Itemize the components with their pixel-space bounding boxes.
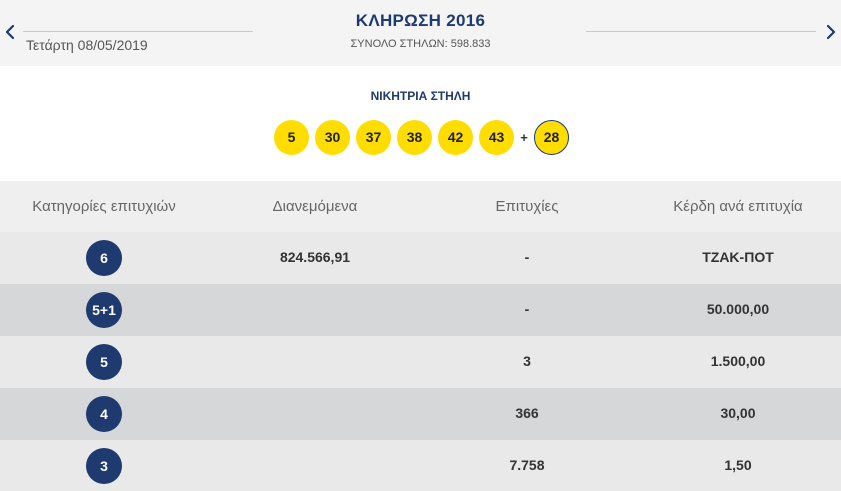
category-badge: 5 [86,344,122,380]
total-columns: ΣΥΝΟΛΟ ΣΤΗΛΩΝ: 598.833 [350,38,491,50]
draw-header: Τετάρτη 08/05/2019 ΚΛΗΡΩΣΗ 2016 ΣΥΝΟΛΟ Σ… [0,0,841,66]
header-distributed: Διανεμόμενα [272,198,358,215]
table-row: 5+1 - 50.000,00 [0,284,841,336]
table-row: 4 366 30,00 [0,388,841,440]
header-categories: Κατηγορίες επιτυχιών [32,198,176,215]
header-prize: Κέρδη ανά επιτυχία [673,198,803,215]
number-ball: 38 [397,119,432,155]
number-ball: 42 [438,119,473,155]
number-ball: 43 [479,119,514,155]
winners-count: - [524,301,530,317]
number-ball: 37 [356,119,391,155]
winning-column-section: ΝΙΚΗΤΡΙΑ ΣΤΗΛΗ 5 30 37 38 42 43 + 28 [0,66,841,181]
table-header: Κατηγορίες επιτυχιών Διανεμόμενα Επιτυχί… [0,181,841,232]
category-badge: 4 [86,396,122,432]
winning-numbers: 5 30 37 38 42 43 + 28 [274,119,569,155]
prize-per-winner: 30,00 [720,405,756,421]
number-ball: 5 [274,119,309,155]
prize-per-winner: 50.000,00 [706,301,770,317]
prize-per-winner: 1,50 [724,457,752,473]
category-badge: 6 [86,240,122,276]
category-badge: 3 [86,448,122,484]
plus-sign: + [520,129,528,145]
joker-ball: 28 [534,119,569,155]
prize-per-winner: 1.500,00 [710,353,766,369]
header-divider-right [586,31,816,32]
chevron-left-icon[interactable] [3,22,17,42]
draw-date: Τετάρτη 08/05/2019 [26,37,148,53]
prize-per-winner: ΤΖΑΚ-ΠΟΤ [702,249,774,265]
winning-column-label: ΝΙΚΗΤΡΙΑ ΣΤΗΛΗ [370,89,471,103]
winners-count: - [524,249,530,265]
table-row: 3 7.758 1,50 [0,440,841,491]
winners-count: 366 [515,405,539,421]
winners-count: 7.758 [509,457,545,473]
winners-count: 3 [523,353,531,369]
table-row: 6 824.566,91 - ΤΖΑΚ-ΠΟΤ [0,232,841,284]
chevron-right-icon[interactable] [824,22,838,42]
draw-title: ΚΛΗΡΩΣΗ 2016 [355,11,486,30]
header-winners: Επιτυχίες [495,198,559,215]
category-badge: 5+1 [86,292,122,328]
header-divider-left [23,31,253,32]
distributed-amount: 824.566,91 [279,249,351,265]
number-ball: 30 [315,119,350,155]
table-row: 5 3 1.500,00 [0,336,841,388]
